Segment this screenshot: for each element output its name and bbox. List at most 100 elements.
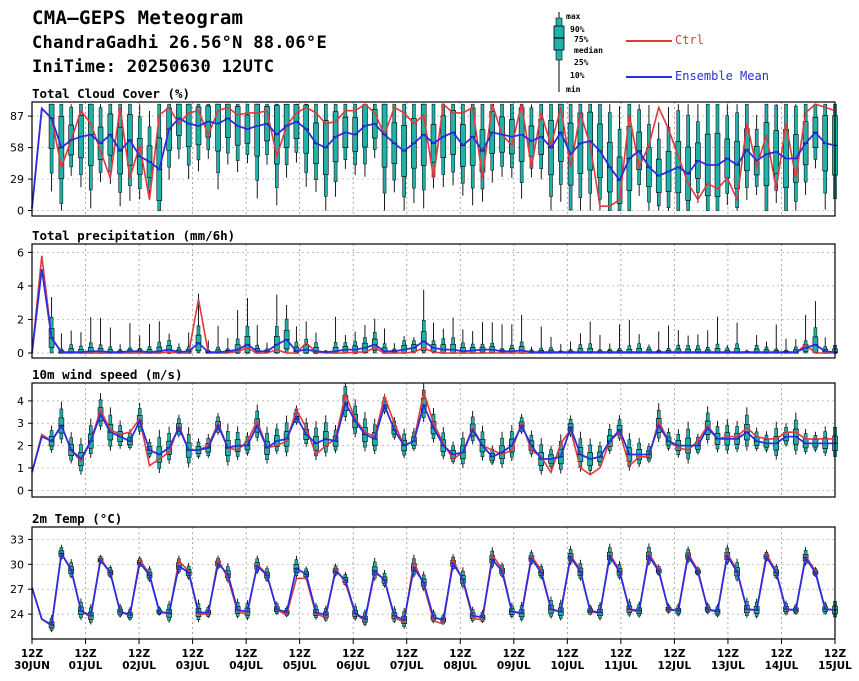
box-upper-tail — [137, 116, 142, 139]
box-mark — [636, 334, 642, 354]
box-upper-tail — [157, 341, 162, 348]
box-upper-tail — [686, 345, 690, 350]
box-lower-tail — [372, 444, 377, 451]
box-upper-tail — [147, 126, 152, 147]
box-lower-tail — [402, 176, 406, 198]
box-lower-tail — [480, 451, 485, 458]
box-upper-tail — [108, 414, 113, 425]
box-lower-tail — [490, 153, 495, 171]
mean-series-line — [31, 106, 836, 209]
box-mark — [127, 103, 133, 201]
legend-min: min — [566, 85, 581, 94]
box-lower-tail — [647, 457, 651, 462]
box-mark — [538, 326, 545, 354]
box-upper-tail — [353, 405, 357, 415]
x-tick-label-hour: 12Z — [74, 648, 97, 660]
box-upper-tail — [588, 103, 592, 113]
box-lower-tail — [196, 616, 201, 620]
legend-p75: 75% — [574, 35, 589, 44]
box-upper-tail — [461, 437, 465, 447]
box-upper-tail — [372, 561, 377, 568]
box-upper-tail — [89, 342, 93, 348]
box-upper-tail — [265, 433, 269, 442]
x-tick-label-date: 13JUL — [711, 660, 745, 672]
box-lower-tail — [372, 137, 377, 150]
box-lower-tail — [715, 196, 720, 211]
box-upper-tail — [177, 347, 181, 351]
ctrl-legend-line — [626, 40, 672, 42]
box-lower-tail — [196, 453, 201, 457]
box-upper-tail — [794, 346, 798, 351]
box-lower-tail — [59, 178, 64, 204]
box-mark — [87, 317, 94, 354]
legend-median: median — [574, 46, 603, 55]
box-mark — [685, 104, 691, 211]
box-mark — [753, 335, 760, 354]
box-lower-tail — [108, 439, 113, 447]
box-upper-tail — [549, 103, 553, 121]
box-lower-tail — [382, 166, 387, 194]
x-tick-label-hour: 12Z — [181, 648, 204, 660]
box-lower-tail — [470, 435, 475, 441]
x-tick-label-date: 01JUL — [69, 660, 103, 672]
box-lower-tail — [167, 616, 171, 621]
x-tick-label-hour: 12Z — [663, 648, 686, 660]
panel-title: 2m Temp (°C) — [32, 511, 122, 526]
box-upper-tail — [823, 103, 827, 116]
box-upper-tail — [69, 437, 73, 445]
box-lower-tail — [402, 623, 406, 627]
box-mark — [773, 421, 780, 460]
y-tick-label: 30 — [10, 558, 24, 571]
box-lower-tail — [304, 152, 308, 173]
box-lower-tail — [617, 203, 622, 211]
x-tick-label-date: 06JUL — [336, 660, 370, 672]
x-tick-label-hour: 12Z — [717, 648, 740, 660]
box-upper-tail — [304, 568, 308, 573]
box-lower-tail — [774, 449, 778, 456]
box-mark — [479, 322, 486, 354]
box-upper-tail — [676, 434, 681, 441]
box-mark — [58, 401, 65, 444]
box-lower-tail — [705, 195, 710, 211]
box-upper-tail — [608, 429, 612, 436]
box-lower-tail — [392, 163, 397, 181]
box-upper-tail — [186, 433, 191, 444]
box-mark — [587, 438, 593, 475]
box-lower-tail — [637, 459, 641, 465]
box-mark — [460, 329, 466, 354]
box-lower-tail — [510, 451, 514, 458]
box-lower-tail — [333, 161, 338, 183]
box-upper-tail — [705, 103, 710, 135]
box-lower-tail — [333, 445, 338, 451]
box-lower-tail — [69, 455, 73, 461]
box-upper-tail — [421, 320, 426, 332]
box-lower-tail — [813, 446, 818, 451]
box-upper-tail — [235, 338, 240, 346]
box-upper-tail — [774, 104, 778, 131]
box-upper-tail — [647, 547, 651, 553]
box-mark — [675, 429, 682, 458]
box-mark — [724, 104, 731, 206]
box-lower-tail — [686, 452, 690, 460]
box-iqr — [254, 103, 261, 157]
panel-title: Total Cloud Cover (%) — [32, 86, 190, 101]
box-lower-tail — [255, 155, 259, 181]
box-mark — [616, 324, 623, 354]
box-lower-tail — [421, 350, 426, 354]
y-tick-label: 0 — [17, 205, 24, 218]
x-tick-label-date: 05JUL — [283, 660, 317, 672]
ctrl-series-line — [31, 102, 836, 209]
x-tick-label-hour: 12Z — [128, 648, 151, 660]
box-upper-tail — [549, 449, 553, 456]
box-upper-tail — [686, 114, 690, 148]
box-lower-tail — [490, 459, 495, 464]
box-upper-tail — [431, 340, 436, 345]
box-lower-tail — [167, 149, 171, 168]
box-mark — [274, 423, 280, 455]
panel-frame — [31, 382, 836, 498]
box-lower-tail — [519, 161, 524, 183]
box-upper-tail — [500, 437, 504, 447]
box-upper-tail — [823, 431, 827, 439]
box-lower-tail — [725, 444, 730, 451]
box-upper-tail — [715, 343, 720, 349]
